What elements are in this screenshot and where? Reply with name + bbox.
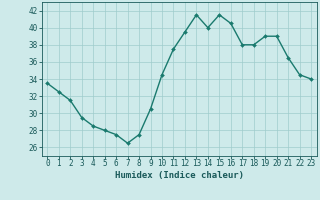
- X-axis label: Humidex (Indice chaleur): Humidex (Indice chaleur): [115, 171, 244, 180]
